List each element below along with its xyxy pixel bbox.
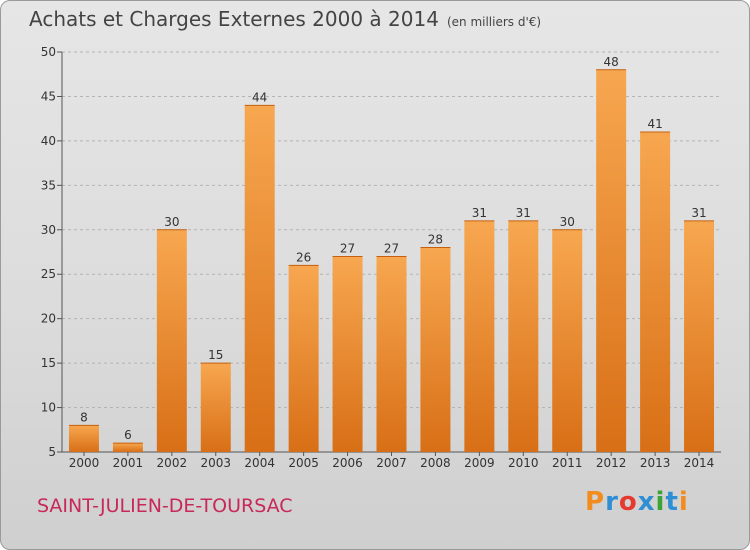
value-label: 31 <box>691 206 706 220</box>
logo-letter: i <box>678 487 689 517</box>
y-tick-label: 25 <box>41 267 56 281</box>
x-tick-label: 2005 <box>288 456 319 470</box>
bar-2000 <box>68 425 99 452</box>
bar-2004 <box>244 105 275 452</box>
y-tick-label: 30 <box>41 223 56 237</box>
value-label: 27 <box>340 241 355 255</box>
x-tick-label: 2006 <box>332 456 363 470</box>
value-label: 41 <box>647 117 662 131</box>
y-tick-label: 40 <box>41 134 56 148</box>
chart-unit: (en milliers d'€) <box>446 15 542 29</box>
bar-2009 <box>464 220 495 452</box>
value-label: 27 <box>384 241 399 255</box>
y-tick-label: 5 <box>48 445 56 459</box>
x-tick-label: 2002 <box>157 456 188 470</box>
bar-2008 <box>420 247 451 452</box>
x-tick-label: 2004 <box>244 456 275 470</box>
value-label: 31 <box>472 206 487 220</box>
logo-letter: o <box>618 487 638 517</box>
y-tick-label: 10 <box>41 401 56 415</box>
value-label: 8 <box>80 410 88 424</box>
logo-letter: i <box>655 487 666 517</box>
x-tick-label: 2009 <box>464 456 495 470</box>
bar-2014 <box>684 220 715 452</box>
logo-letter: r <box>605 487 619 517</box>
x-tick-label: 2013 <box>640 456 671 470</box>
x-tick-label: 2011 <box>552 456 583 470</box>
value-label: 6 <box>124 428 132 442</box>
bar-2011 <box>552 229 583 452</box>
bar-2005 <box>288 265 319 452</box>
value-label: 30 <box>164 215 179 229</box>
logo-letter: x <box>637 487 656 517</box>
x-tick-label: 2012 <box>596 456 627 470</box>
x-tick-label: 2014 <box>684 456 715 470</box>
y-tick-label: 20 <box>41 312 56 326</box>
logo-letter: t <box>665 487 679 517</box>
x-tick-label: 2003 <box>200 456 231 470</box>
bar-2013 <box>640 132 671 452</box>
bar-2006 <box>332 256 363 452</box>
chart-title-text: Achats et Charges Externes 2000 à 2014 <box>29 7 439 31</box>
logo-letter: P <box>585 487 606 517</box>
value-label: 26 <box>296 250 311 264</box>
x-tick-label: 2007 <box>376 456 407 470</box>
value-label: 28 <box>428 233 443 247</box>
y-tick-label: 50 <box>41 45 56 59</box>
place-name: SAINT-JULIEN-DE-TOURSAC <box>37 495 293 517</box>
x-tick-label: 2008 <box>420 456 451 470</box>
chart-title: Achats et Charges Externes 2000 à 2014 (e… <box>29 7 541 31</box>
bar-2007 <box>376 256 407 452</box>
value-label: 15 <box>208 348 223 362</box>
x-tick-label: 2001 <box>113 456 144 470</box>
x-tick-label: 2000 <box>69 456 100 470</box>
value-label: 30 <box>560 215 575 229</box>
value-label: 44 <box>252 90 267 104</box>
x-tick-label: 2010 <box>508 456 539 470</box>
bar-2001 <box>112 443 143 452</box>
y-tick-label: 35 <box>41 178 56 192</box>
y-tick-label: 45 <box>41 89 56 103</box>
bar-2010 <box>508 220 539 452</box>
bar-2003 <box>200 363 231 452</box>
y-tick-label: 15 <box>41 356 56 370</box>
value-label: 31 <box>516 206 531 220</box>
bar-2012 <box>596 69 627 453</box>
proxiti-logo: Proxiti <box>585 487 689 517</box>
bar-2002 <box>156 229 187 452</box>
value-label: 48 <box>604 55 619 69</box>
